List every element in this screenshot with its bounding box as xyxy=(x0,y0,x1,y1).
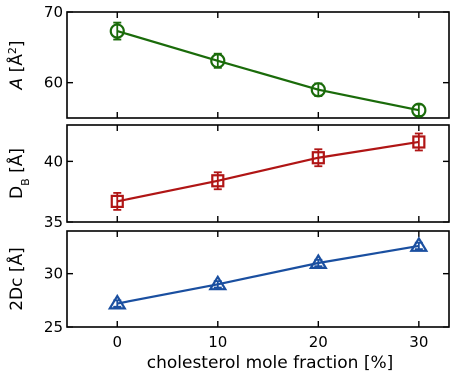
panel-2-data-point xyxy=(311,151,325,165)
panel-3-frame xyxy=(66,230,450,328)
panel-2-data-point xyxy=(211,174,225,188)
panel-1-data-point xyxy=(109,23,125,39)
panel-1-frame xyxy=(66,11,450,119)
panel-1-data-point xyxy=(310,82,326,98)
panel-1-y-axis-label: A [Å2] xyxy=(5,41,27,91)
x-axis-label: cholesterol mole fraction [%] xyxy=(147,353,394,373)
panel-2-ytick-label: 40 xyxy=(44,152,63,170)
panel-2-frame xyxy=(66,124,450,223)
panel-2-data-point xyxy=(110,194,124,208)
panel-2-data-point xyxy=(412,135,426,149)
panel-3-data-point xyxy=(107,293,127,310)
panel-1-data-point xyxy=(210,53,226,69)
x-tick-label: 30 xyxy=(409,333,428,351)
x-tick-label: 0 xyxy=(112,333,122,351)
panel-1-ytick-label: 60 xyxy=(44,74,63,92)
panel-1-data-point xyxy=(411,102,427,118)
panel-2-ytick-label: 35 xyxy=(44,213,63,231)
panel-3-series-line xyxy=(117,244,420,305)
panel-3-y-axis-label: 2Dc [Å] xyxy=(5,247,27,311)
panel-3-data-point xyxy=(308,253,328,269)
panel-1-ytick-label: 70 xyxy=(44,3,63,21)
panel-1-series-line xyxy=(116,30,420,112)
panel-3-ytick-label: 25 xyxy=(44,318,63,336)
x-tick-label: 20 xyxy=(309,333,328,351)
x-tick-label: 10 xyxy=(208,333,227,351)
panel-3-ytick-label: 30 xyxy=(44,265,63,283)
panel-3-data-point xyxy=(208,274,228,291)
panel-2-series-line xyxy=(117,140,420,203)
panel-2-y-axis-label: DB [Å] xyxy=(5,148,32,199)
panel-3-data-point xyxy=(409,236,429,252)
